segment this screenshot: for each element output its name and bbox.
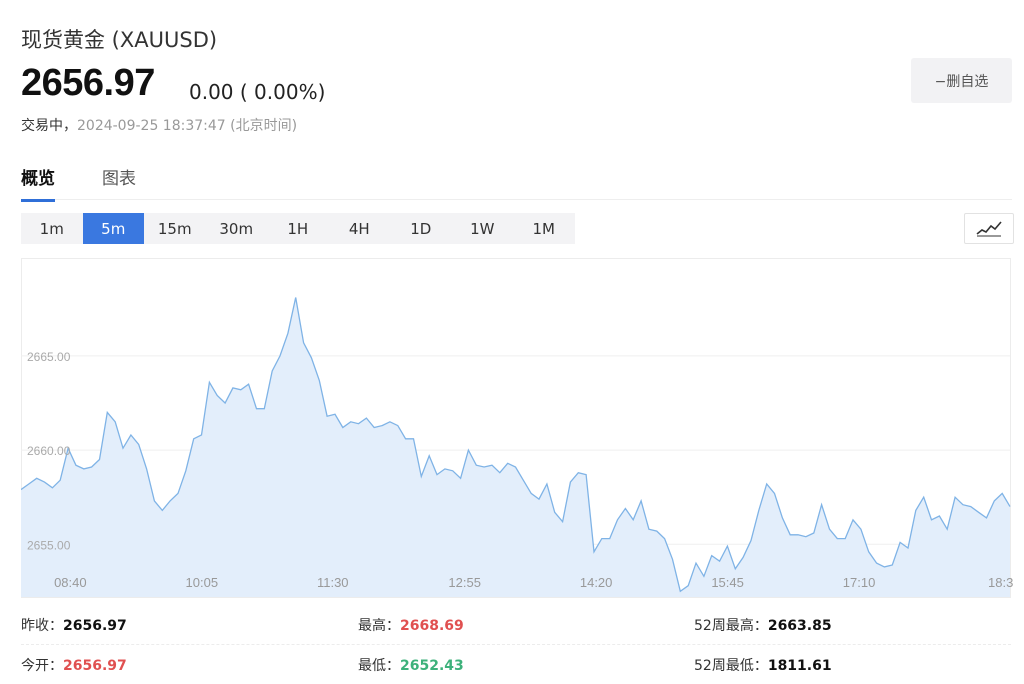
stats-row: 今开：2656.97 最低：2652.43 52周最低：1811.61 [21,644,1011,684]
remove-watchlist-button[interactable]: −删自选 [911,58,1012,103]
interval-1d[interactable]: 1D [410,219,432,238]
current-price: 2656.97 [21,62,155,104]
y-tick-label: 2655.00 [27,538,71,552]
x-tick-label: 12:55 [448,575,481,590]
price-change: 0.00 ( 0.00%) [189,80,326,104]
chart-area [21,297,1010,597]
stat-label: 52周最高： [694,618,768,634]
timestamp: 2024-09-25 18:37:47 (北京时间) [77,118,298,134]
stat-label: 昨收： [21,618,63,634]
x-tick-label: 14:20 [580,575,613,590]
trading-status: 交易中，2024-09-25 18:37:47 (北京时间) [21,115,297,135]
line-chart-icon [976,220,1002,236]
stat-value: 2663.85 [767,618,832,634]
tab-bar: 概览 图表 [21,162,1012,202]
stat-label: 今开： [21,658,63,674]
stat-label: 最高： [358,618,400,634]
stat-52w-high: 52周最高：2663.85 [694,615,832,635]
interval-1h[interactable]: 1H [287,219,309,238]
interval-5m[interactable]: 5m [82,213,144,244]
stat-prev-close: 昨收：2656.97 [21,615,127,635]
interval-30m[interactable]: 30m [219,219,254,238]
chart-type-button[interactable] [964,213,1014,244]
tab-overview[interactable]: 概览 [21,164,55,202]
x-tick-label: 17:10 [843,575,876,590]
y-tick-label: 2660.00 [27,444,71,458]
stat-value: 1811.61 [767,658,832,674]
chart-line [21,297,1011,593]
interval-15m[interactable]: 15m [157,219,192,238]
page-title: 现货黄金 (XAUUSD) [21,28,218,52]
x-tick-label: 15:45 [711,575,744,590]
interval-4h[interactable]: 4H [348,219,370,238]
x-tick-label: 11:30 [317,575,349,590]
x-tick-label: 18:3 [988,575,1013,590]
y-tick-label: 2665.00 [27,350,71,364]
stat-value: 2668.69 [400,618,464,634]
price-chart[interactable]: 2665.00 2660.00 2655.00 08:40 10:05 11:30 12:5… [21,258,1016,598]
stat-label: 52周最低： [694,658,768,674]
stat-low: 最低：2652.43 [358,655,464,675]
stat-value: 2652.43 [400,658,464,674]
interval-1m[interactable]: 1m [39,219,64,238]
stats-row: 昨收：2656.97 最高：2668.69 52周最高：2663.85 [21,604,1011,645]
stat-open: 今开：2656.97 [21,655,127,675]
stat-52w-low: 52周最低：1811.61 [694,655,832,675]
stat-high: 最高：2668.69 [358,615,464,635]
x-tick-label: 10:05 [186,575,219,590]
interval-selector: 1m 5m 15m 30m 1H 4H 1D 1W 1M [21,213,575,244]
interval-1mo[interactable]: 1M [532,219,556,238]
tab-chart[interactable]: 图表 [102,169,136,189]
stat-value: 2656.97 [63,618,127,634]
x-tick-label: 08:40 [54,575,87,590]
stat-label: 最低： [358,658,400,674]
status-label: 交易中， [21,118,77,134]
stat-value: 2656.97 [63,658,127,674]
interval-1w[interactable]: 1W [470,219,495,238]
